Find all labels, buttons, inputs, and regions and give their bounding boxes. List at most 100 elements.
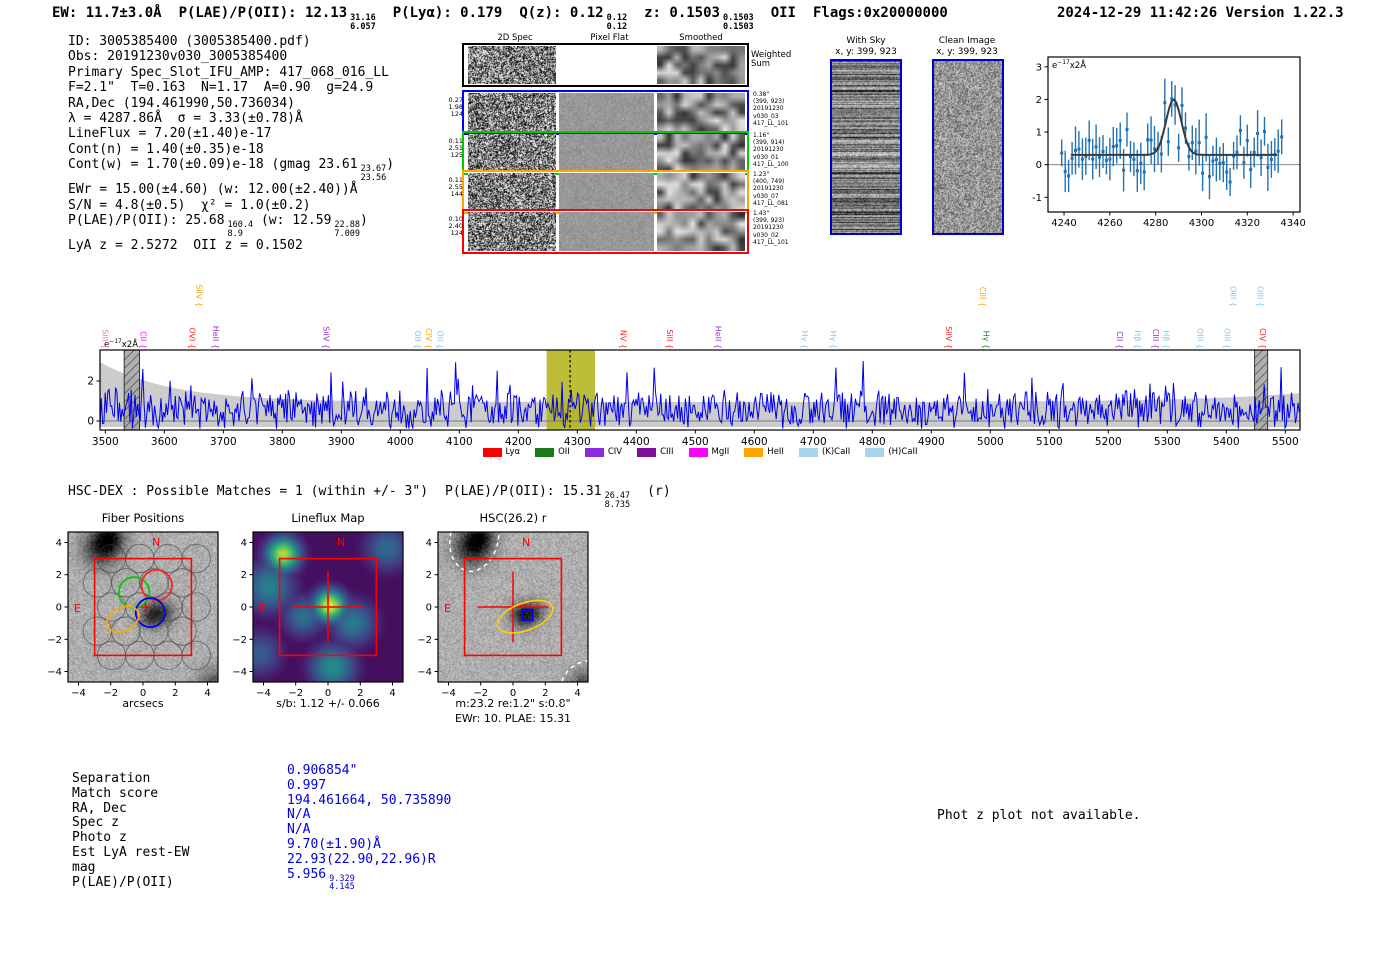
emission-line-label-CIII: CIII { <box>1151 328 1160 349</box>
cutout-cell-1-2 <box>657 93 745 132</box>
emission-line-label-SiIV: SiIV { <box>944 326 953 349</box>
fraction-upper: 160.4 <box>227 220 254 231</box>
hsc-cutout-image <box>438 532 588 682</box>
emission-line-label-SiIV: SiIV { <box>194 284 204 307</box>
svg-text:−2: −2 <box>232 635 247 646</box>
header-summary-line: EW: 11.7±3.0Å P(LAE)/P(OII): 12.13 31.16 6.… <box>52 5 965 31</box>
fraction-lower: 0.1503 <box>722 21 754 32</box>
match-row-value: 0.997 <box>287 777 327 793</box>
svg-text:2: 2 <box>87 376 94 388</box>
inset-flux-unit-label: e−17x2Å <box>1052 59 1087 71</box>
inset-line-fit-plot: 4240 4260 4280 4300 4320 4340 -1 0 1 2 3 <box>1032 56 1306 229</box>
cutout-cell-2-2 <box>657 134 745 172</box>
emission-line-label-OIII: OIII { <box>1195 327 1205 349</box>
fiber-positions-title: Fiber Positions <box>101 511 185 525</box>
legend-swatch <box>865 447 885 457</box>
emission-line-label-SiII: SiII { <box>664 329 674 349</box>
info-line: EWr = 15.00(±4.60) (w: 12.00(±2.40))Å <box>68 182 358 198</box>
legend-label: CIV <box>607 447 623 457</box>
fiber-positions-image <box>68 532 218 682</box>
info-line: Cont(n) = 1.40(±0.35)e-18 <box>68 141 264 157</box>
with-sky-border <box>830 59 902 235</box>
match-row-value: 194.461664, 50.735890 <box>287 792 452 808</box>
stacked-fraction: 0.12 0.12 <box>607 14 627 31</box>
info-line: LyA z = 2.5272 OII z = 0.1502 <box>68 238 303 254</box>
legend-label: CIII <box>660 447 674 457</box>
svg-text:-1: -1 <box>1032 193 1042 204</box>
emission-line-label-OIII: OIII { <box>1228 285 1238 307</box>
emission-line-label-NV: NV { <box>618 329 628 349</box>
col-header-2dspec: 2D Spec <box>497 33 533 43</box>
header-gap <box>1217 5 1225 21</box>
emission-line-label-HeII: HeII { <box>211 325 221 349</box>
with-sky-title: With Sky <box>846 36 886 46</box>
legend-item: MgII <box>688 447 729 457</box>
cutout-row-right-info: 1.16" (399, 914) 20191230 v030_01 417_LL_100 <box>753 132 789 168</box>
stacked-fraction: 9.329 4.145 <box>329 875 355 892</box>
report-timestamp: 2024-12-29 11:42:26 <box>1057 5 1218 21</box>
cutout-row-right-info: 0.38" (399, 923) 20191230 v030_03 417_LL_101 <box>753 91 789 127</box>
match-row-value: 5.956 9.329 4.145 <box>287 866 355 893</box>
cutout-row-left-stats: 0.11 2.51 125 <box>448 137 463 159</box>
report-version: Version 1.22.3 <box>1225 5 1344 21</box>
legend-item: Lyα <box>482 447 521 457</box>
match-table-values: 0.906854" 0.997 194.461664, 50.735890 N/A N/… <box>287 763 452 893</box>
match-row-label: Separation <box>72 771 151 786</box>
legend-swatch <box>584 447 604 457</box>
lineflux-xlabel: s/b: 1.12 +/- 0.066 <box>276 697 380 710</box>
header-right: 2024-12-29 11:42:26 Version 1.22.3 <box>1057 5 1344 21</box>
info-line: Cont(w) = 1.70(±0.09)e-18 (gmag 23.61 23.… <box>68 157 395 183</box>
svg-text:−2: −2 <box>417 635 432 646</box>
fraction-upper: 23.67 <box>360 164 387 175</box>
emission-line-label-CIV: CIV { <box>1257 327 1267 349</box>
legend-label: (K)CaII <box>821 447 851 457</box>
text-segment: P(LAE)/P(OII): 12.13 31.16 6.057 <box>178 5 376 32</box>
match-row-value: 9.70(±1.90)Å <box>287 836 381 852</box>
svg-text:0: 0 <box>426 603 432 614</box>
svg-text:4240: 4240 <box>1051 218 1076 229</box>
with-sky-coords: x, y: 399, 923 <box>835 47 897 57</box>
cutout-cell-2-1 <box>559 134 654 172</box>
info-line: S/N = 4.8(±0.5) χ² = 1.0(±0.2) <box>68 197 311 213</box>
match-table-labels: Separation Match score RA, Dec Spec z Photo … <box>72 771 189 890</box>
col-header-pixelflat: Pixel Flat <box>590 33 629 43</box>
stacked-fraction: 22.88 7.009 <box>334 221 360 238</box>
legend-item: (K)CaII <box>798 447 851 457</box>
svg-text:0: 0 <box>241 603 247 614</box>
legend-swatch <box>535 447 555 457</box>
cutout-row-right-info: 1.43" (399, 923) 20191230 v030_02 417_LL_101 <box>753 210 789 246</box>
col-header-smoothed: Smoothed <box>679 33 723 43</box>
legend-label: Lyα <box>505 447 521 457</box>
legend-item: CIII <box>637 447 674 457</box>
clean-image-border <box>932 59 1004 235</box>
text-segment: Q(z): 0.12 0.12 0.12 <box>519 5 628 32</box>
stacked-fraction: 26.47 8.735 <box>605 492 631 509</box>
cutout-cell-3-2 <box>657 173 745 211</box>
match-row-value: 0.906854" <box>287 763 358 778</box>
clean-image <box>934 61 1002 233</box>
text-segment: P(LAE)/P(OII): 15.31 26.47 8.735 <box>445 484 631 510</box>
info-line: F=2.1" T=0.163 N=1.17 A=0.90 g=24.9 <box>68 80 374 96</box>
lineflux-map-image <box>253 532 403 682</box>
stacked-fraction: 31.16 6.057 <box>350 14 376 31</box>
text-segment: EW: 11.7±3.0Å <box>52 5 162 21</box>
hsc-dex-match-line: HSC-DEX : Possible Matches = 1 (within +… <box>68 484 688 509</box>
with-sky-image <box>832 61 900 233</box>
cutout-cell-0-1 <box>559 46 654 84</box>
fraction-upper: 0.12 <box>606 13 628 23</box>
fraction-lower: 4.145 <box>329 882 355 893</box>
fraction-upper: 31.16 <box>350 13 376 23</box>
fraction-lower: 23.56 <box>360 172 387 183</box>
cutout-cell-3-0 <box>468 173 556 211</box>
clean-image-title: Clean Image <box>938 36 996 46</box>
fraction-upper: 9.329 <box>329 873 355 884</box>
emission-line-label-Hγ: Hγ { <box>828 330 838 349</box>
svg-text:4340: 4340 <box>1280 218 1305 229</box>
fraction-lower: 0.12 <box>606 21 628 32</box>
emission-line-label-CII: CII { <box>138 331 148 349</box>
info-line: λ = 4287.86Å σ = 3.33(±0.78)Å <box>68 111 303 127</box>
detection-info-block: ID: 3005385400 (3005385400.pdf) Obs: 2019… <box>68 34 394 253</box>
legend-label: OII <box>558 447 570 457</box>
emission-line-label-SiIV: SiIV { <box>321 326 331 349</box>
legend-swatch <box>744 447 764 457</box>
